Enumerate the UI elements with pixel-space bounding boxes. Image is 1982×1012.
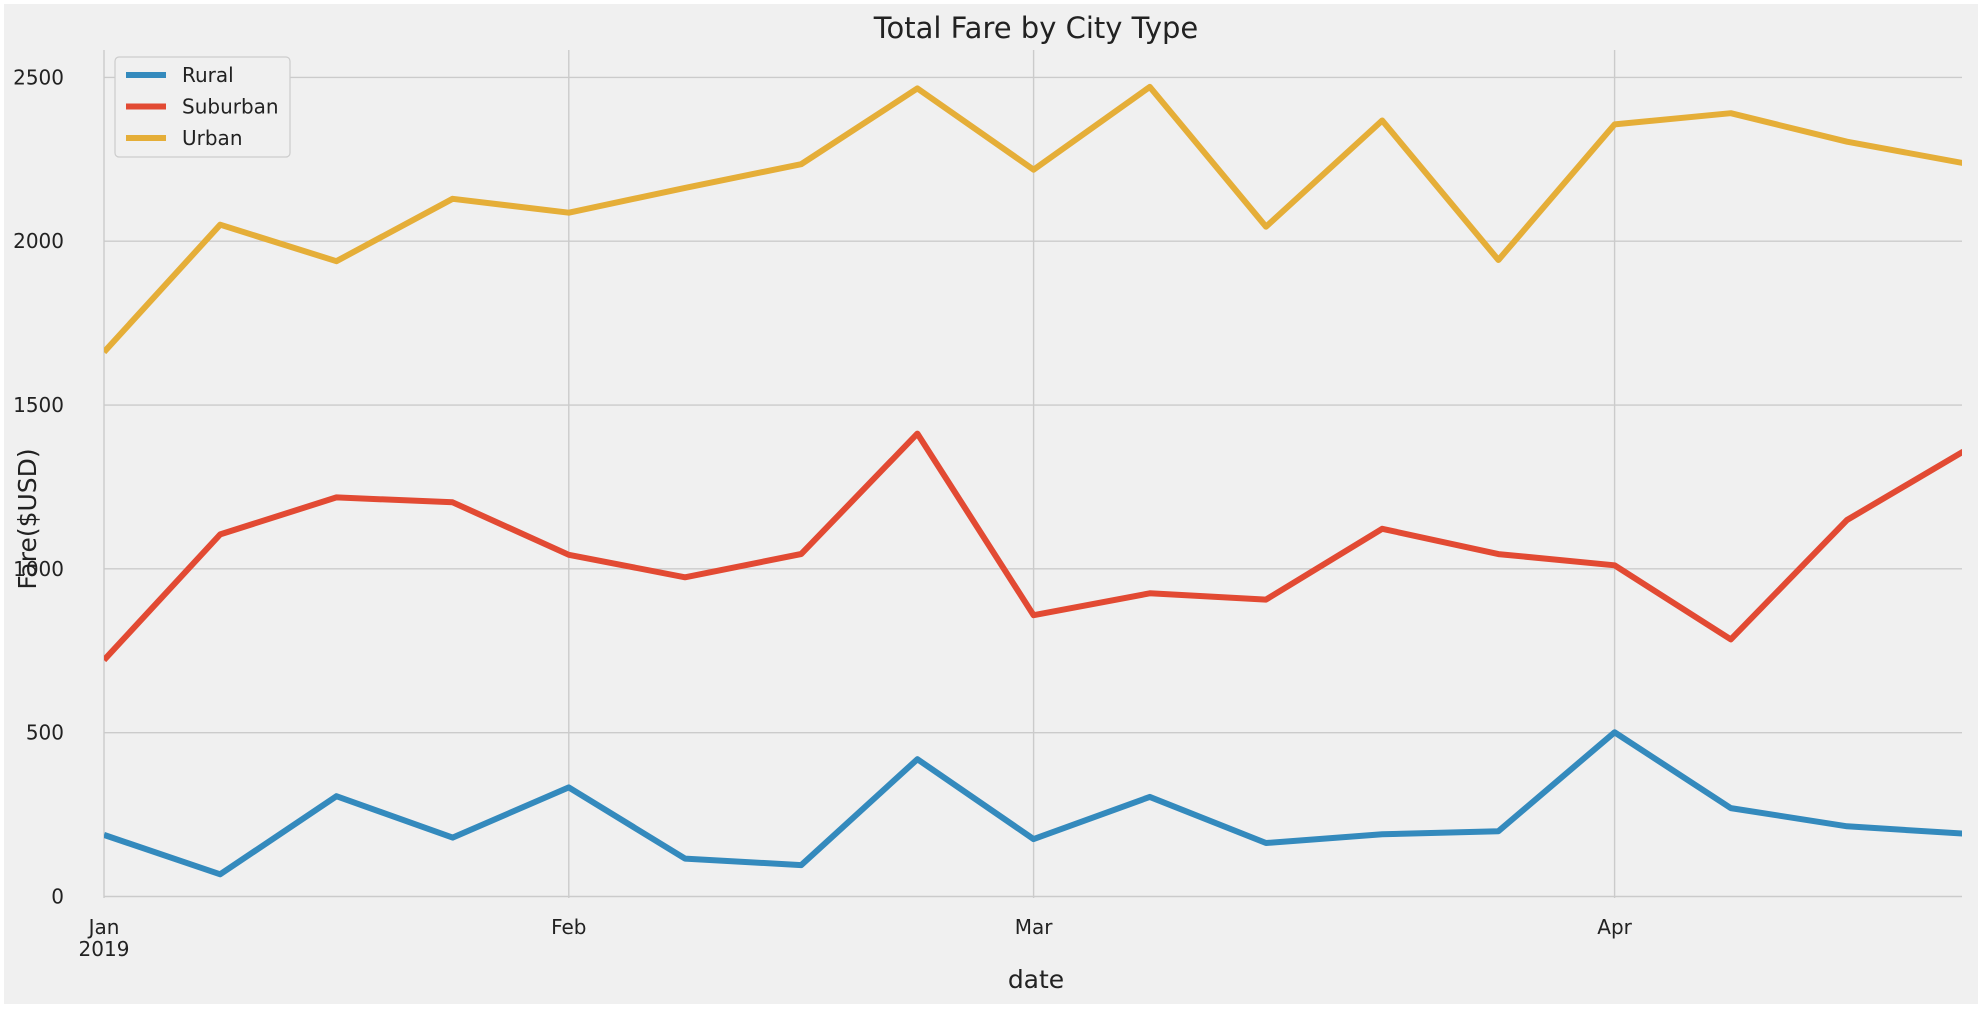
legend-items: Rural Suburban Urban (126, 63, 279, 150)
grid-lines (103, 50, 1962, 898)
y-tick-label: 2500 (13, 65, 64, 89)
x-year-label: 2019 (79, 937, 130, 961)
series-line-rural (104, 729, 1962, 878)
y-tick-label: 1500 (13, 393, 64, 417)
y-tick-label: 2000 (13, 229, 64, 253)
legend-label-rural: Rural (182, 63, 234, 87)
series-line-suburban (104, 430, 1962, 663)
legend-label-suburban: Suburban (182, 95, 279, 119)
x-tick-label: Jan (87, 915, 120, 939)
y-axis-ticks: 0 500 1000 1500 2000 2500 (13, 65, 64, 908)
series-line-urban (104, 83, 1962, 355)
legend-label-urban: Urban (182, 126, 243, 150)
figure-background (4, 4, 1978, 1004)
y-tick-label: 0 (51, 885, 64, 909)
y-tick-label: 500 (26, 721, 64, 745)
series-lines (104, 83, 1962, 878)
legend: Rural Suburban Urban (114, 56, 291, 158)
legend-box (114, 56, 291, 158)
x-axis-label: date (1008, 965, 1064, 994)
y-axis-label: Fare($USD) (13, 448, 42, 589)
x-tick-label: Mar (1015, 915, 1054, 939)
x-axis-ticks: Jan Feb Mar Apr (87, 915, 1633, 939)
chart-title: Total Fare by City Type (873, 11, 1199, 45)
y-tick-label: 1000 (13, 557, 64, 581)
x-tick-label: Apr (1597, 915, 1632, 939)
x-tick-label: Feb (551, 915, 586, 939)
